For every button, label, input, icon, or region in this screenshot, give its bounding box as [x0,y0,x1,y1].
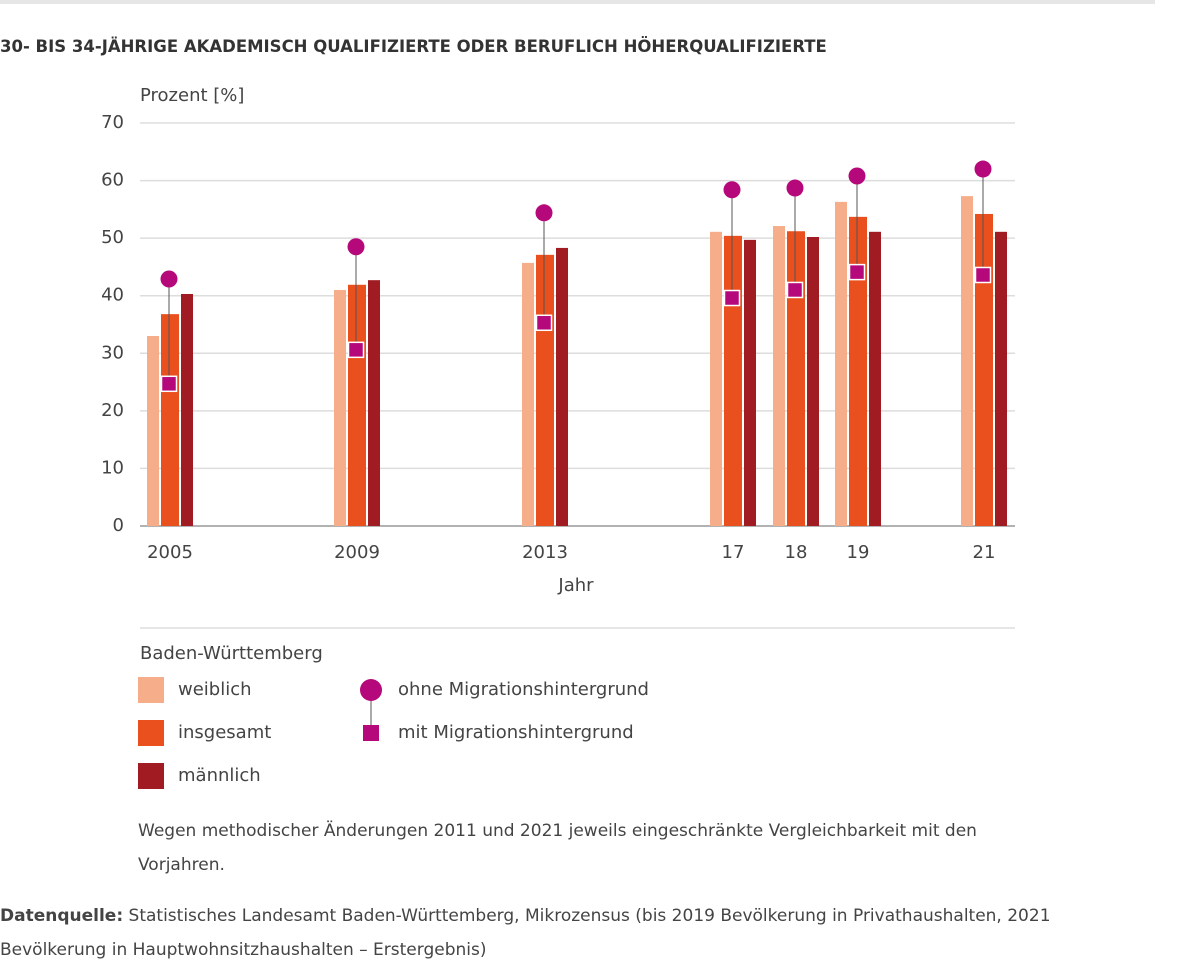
y-tick-label: 20 [101,400,124,421]
bar [147,336,159,526]
note: Wegen methodischer Änderungen 2011 und 2… [138,821,977,875]
bar [995,231,1007,526]
legend-label: männlich [178,765,261,786]
bar [161,314,179,526]
legend-label: mit Migrationshintergrund [398,722,634,743]
marker-circle [974,160,992,178]
x-axis-label: Jahr [557,575,594,596]
legend-label: ohne Migrationshintergrund [398,679,649,700]
y-tick-label: 0 [113,515,124,536]
legend-swatch [138,763,164,789]
marker-circle [535,204,553,222]
bar [710,231,722,526]
source: Datenquelle: Statistisches Landesamt Bad… [0,899,1090,967]
bar [975,213,993,526]
chart-title: 30- BIS 34-JÄHRIGE AKADEMISCH QUALIFIZIE… [0,37,827,56]
x-tick-label: 2005 [147,542,193,563]
bar [556,247,568,526]
marker-circle [786,179,804,197]
bar [181,293,193,526]
legend-swatch [363,725,379,741]
source-label: Datenquelle: [0,906,124,926]
x-tick-label: 2009 [334,542,380,563]
bar [334,289,346,526]
legend-swatch [138,720,164,746]
bar [807,236,819,526]
source-text: Statistisches Landesamt Baden-Württember… [0,906,1051,960]
chart: Prozent [%] Jahr Baden-Württemberg 0 10 20… [101,85,1015,789]
y-tick-label: 60 [101,170,124,191]
x-tick-label: 19 [847,542,870,563]
marker-square [160,375,178,393]
y-axis-label: Prozent [%] [140,85,244,106]
y-tick-label: 50 [101,227,124,248]
marker-square [535,314,553,332]
y-tick-label: 40 [101,285,124,306]
bar [348,284,366,526]
bar [744,239,756,526]
x-tick-label: 21 [973,542,996,563]
y-tick-label: 30 [101,342,124,363]
bar [835,201,847,526]
y-tick-label: 10 [101,457,124,478]
x-tick-label: 2013 [522,542,568,563]
y-tick-label: 70 [101,112,124,133]
top-rule [0,0,1155,4]
marker-circle [848,167,866,185]
bar [787,231,805,526]
marker-circle [160,270,178,288]
marker-square [974,266,992,284]
marker-circle [723,181,741,199]
bar [724,235,742,526]
x-tick-label: 18 [785,542,808,563]
marker-square [723,289,741,307]
marker-square [786,281,804,299]
bar [522,262,534,526]
bar [773,226,785,526]
marker-square [848,263,866,281]
marker-square [347,341,365,359]
bar [368,280,380,526]
legend-title: Baden-Württemberg [140,643,323,664]
marker-circle [347,238,365,256]
legend-label: insgesamt [178,722,271,743]
bar [849,216,867,526]
legend-label: weiblich [178,679,252,700]
bar [961,196,973,526]
legend-swatch [360,679,382,701]
x-tick-label: 17 [722,542,745,563]
legend-swatch [138,677,164,703]
bar [536,254,554,527]
bar [869,231,881,526]
